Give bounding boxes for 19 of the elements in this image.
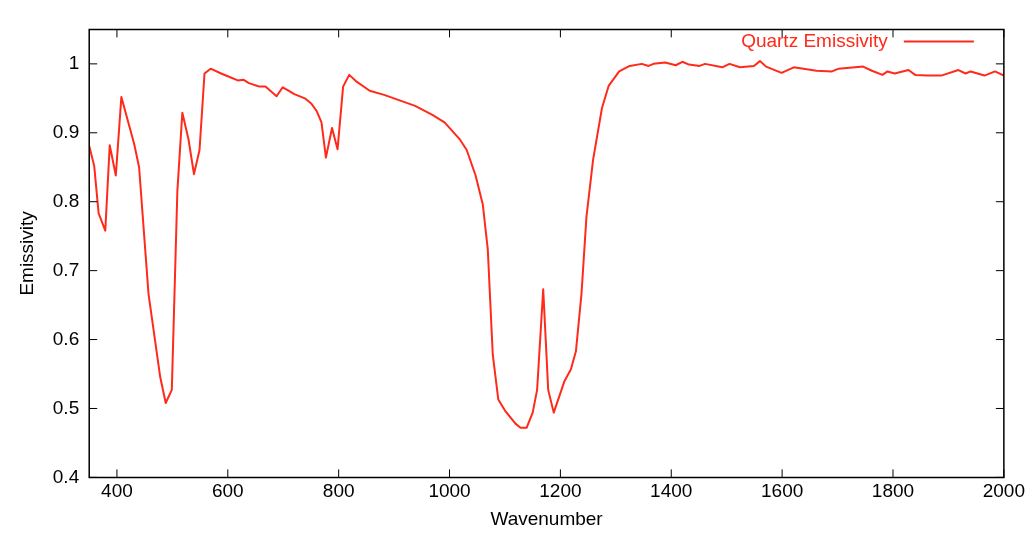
x-axis-title: Wavenumber: [490, 507, 604, 529]
x-tick-label: 1400: [650, 480, 693, 502]
y-axis-title: Emissivity: [15, 210, 37, 296]
x-tick-label: 1800: [871, 480, 915, 502]
y-tick-label: 0.9: [52, 121, 80, 143]
y-tick-label: 0.6: [52, 327, 80, 349]
x-tick-label: 1600: [760, 480, 804, 502]
x-tick-label: 400: [101, 480, 133, 502]
y-tick-label: 0.5: [52, 396, 80, 418]
x-tick-label: 1000: [428, 480, 471, 502]
y-tick-label: 0.4: [52, 465, 80, 487]
series-label: Quartz Emissivity: [741, 29, 889, 51]
y-tick-label: 0.8: [52, 189, 80, 211]
x-tick-label: 800: [322, 480, 355, 502]
x-tick-label: 1200: [539, 480, 582, 502]
x-tick-label: 600: [211, 480, 244, 502]
x-tick-label: 2000: [982, 480, 1026, 502]
y-tick-label: 1: [68, 52, 80, 74]
y-tick-label: 0.7: [52, 258, 80, 280]
